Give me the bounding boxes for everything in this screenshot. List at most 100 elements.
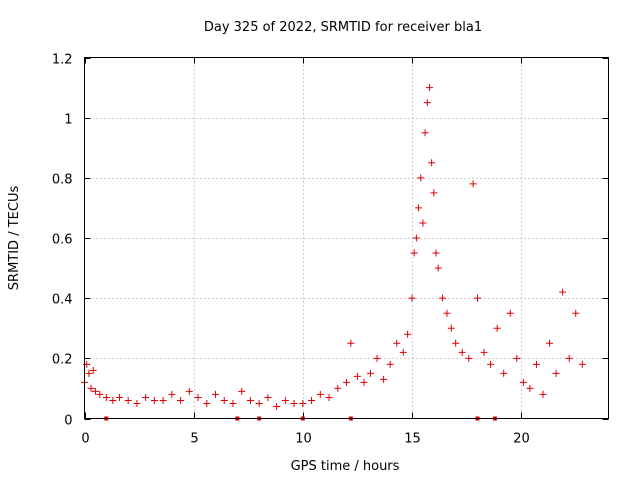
data-point — [264, 393, 272, 401]
data-point — [408, 294, 416, 302]
data-point — [539, 390, 547, 398]
grid — [84, 57, 609, 419]
data-point — [220, 396, 228, 404]
data-point — [255, 399, 263, 407]
y-tick-label: 0.6 — [52, 233, 73, 248]
data-point — [552, 369, 560, 377]
data-point — [469, 180, 477, 188]
data-point — [290, 399, 298, 407]
data-point — [203, 399, 211, 407]
axis-ticks — [84, 57, 609, 420]
data-point — [299, 399, 307, 407]
data-point — [115, 393, 123, 401]
data-point — [474, 294, 481, 302]
y-axis-label: SRMTID / TECUs — [7, 186, 22, 291]
data-point — [393, 339, 401, 347]
data-point — [432, 249, 440, 257]
data-point — [506, 309, 514, 317]
data-point — [423, 99, 431, 107]
data-point — [102, 393, 110, 401]
data-point — [487, 360, 495, 368]
data-point — [399, 348, 407, 356]
data-point — [185, 387, 193, 395]
data-point — [91, 387, 99, 395]
data-point — [229, 399, 237, 407]
data-point — [273, 402, 281, 410]
data-point — [493, 324, 501, 332]
data-point — [526, 384, 534, 392]
data-point — [133, 399, 141, 407]
data-point — [142, 393, 150, 401]
data-point — [380, 375, 388, 383]
plot-frame — [84, 57, 609, 419]
data-point — [194, 393, 202, 401]
data-point — [572, 309, 580, 317]
x-tick-label: 20 — [513, 432, 530, 447]
data-point — [367, 369, 375, 377]
data-point — [428, 159, 436, 167]
data-point — [96, 390, 104, 398]
data-point — [447, 324, 455, 332]
data-point — [415, 204, 423, 212]
data-point — [360, 378, 368, 386]
x-tick-label: 10 — [295, 432, 312, 447]
data-point — [343, 378, 350, 386]
data-point — [353, 372, 361, 380]
data-point — [212, 390, 219, 398]
data-point — [425, 84, 433, 92]
tick-labels: 0 0.2 0.4 0.6 0.8 1 1.2 0 5 10 15 20 — [52, 53, 530, 447]
y-tick-label: 0 — [64, 414, 72, 429]
y-tick-label: 0.8 — [52, 173, 73, 188]
data-point — [325, 393, 333, 401]
data-point — [316, 390, 324, 398]
data-point — [159, 396, 167, 404]
data-point — [546, 339, 554, 347]
data-point — [565, 354, 573, 362]
y-tick-label: 0.2 — [52, 353, 73, 368]
x-axis-label: GPS time / hours — [291, 459, 400, 474]
data-point — [439, 294, 447, 302]
data-point — [410, 249, 418, 257]
data-point — [443, 309, 451, 317]
data-point — [246, 396, 254, 404]
data-point — [419, 219, 427, 227]
data-point — [421, 129, 429, 137]
data-points — [81, 84, 586, 410]
data-point — [238, 387, 246, 395]
data-point — [281, 396, 289, 404]
data-point — [386, 360, 394, 368]
data-point — [458, 348, 466, 356]
data-point — [168, 390, 176, 398]
y-tick-label: 0.4 — [52, 293, 73, 308]
chart-title: Day 325 of 2022, SRMTID for receiver bla… — [204, 20, 482, 35]
data-point — [513, 354, 521, 362]
data-point — [124, 396, 132, 404]
data-point — [87, 384, 95, 392]
data-point — [404, 330, 412, 338]
data-point — [500, 369, 508, 377]
data-point — [89, 366, 97, 374]
data-point — [532, 360, 540, 368]
y-tick-label: 1 — [64, 113, 72, 128]
data-point — [150, 396, 158, 404]
data-point — [308, 396, 316, 404]
data-point — [417, 174, 425, 182]
data-point — [347, 339, 355, 347]
x-tick-label: 15 — [404, 432, 421, 447]
data-point — [430, 189, 438, 197]
data-point — [109, 396, 117, 404]
data-point — [480, 348, 488, 356]
data-point — [519, 378, 527, 386]
data-point — [559, 288, 567, 296]
data-point — [434, 264, 442, 272]
data-point — [412, 234, 420, 242]
data-point — [177, 396, 185, 404]
data-point — [465, 354, 473, 362]
data-point — [373, 354, 381, 362]
data-point — [85, 369, 93, 377]
data-point — [334, 384, 342, 392]
x-tick-label: 0 — [81, 432, 89, 447]
y-tick-label: 1.2 — [52, 53, 73, 68]
data-point — [578, 360, 586, 368]
